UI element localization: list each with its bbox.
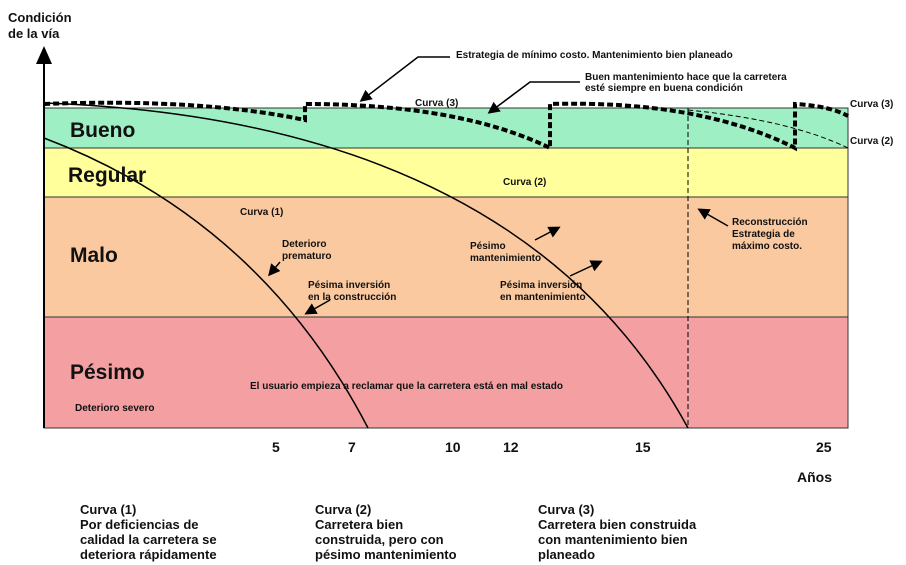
caption: Carretera bien	[315, 517, 403, 532]
curve-3	[43, 100, 849, 152]
y-axis-label: de la vía	[8, 26, 60, 41]
caption: planeado	[538, 547, 595, 562]
caption: Curva (2)	[315, 502, 371, 517]
label: Pésima inversión	[308, 280, 390, 291]
label: Deterioro	[282, 239, 326, 250]
band-pesimo	[43, 316, 849, 429]
label: esté siempre en buena condición	[585, 83, 743, 94]
label: prematuro	[282, 251, 331, 262]
caption: Curva (1)	[80, 502, 136, 517]
label: en la construcción	[308, 292, 396, 303]
label: Curva (2)	[503, 177, 546, 188]
label: El usuario empieza a reclamar que la car…	[250, 381, 563, 392]
year-label: 7	[348, 439, 356, 455]
curve-2-continuation	[687, 109, 849, 149]
caption: construida, pero con	[315, 532, 444, 547]
band-label: Pésimo	[70, 361, 145, 384]
band-label: Regular	[68, 164, 146, 187]
label: Pésimo	[470, 241, 506, 252]
caption: deteriora rápidamente	[80, 547, 217, 562]
year-label: 12	[503, 439, 519, 455]
caption: Por deficiencias de	[80, 517, 199, 532]
curve-1	[43, 137, 369, 429]
caption: pésimo mantenimiento	[315, 547, 457, 562]
label: Buen mantenimiento hace que la carretera	[585, 72, 787, 83]
label: Curva (2)	[850, 136, 893, 147]
arrows	[268, 56, 729, 315]
label: en mantenimiento	[500, 292, 586, 303]
x-axis-label: Años	[797, 469, 832, 485]
y-arrow	[36, 46, 52, 64]
label: Estrategia de mínimo costo. Mantenimient…	[456, 50, 733, 61]
year-label: 15	[635, 439, 651, 455]
label: máximo costo.	[732, 241, 802, 252]
caption: Curva (3)	[538, 502, 594, 517]
year-label: 25	[816, 439, 832, 455]
label: Curva (1)	[240, 207, 283, 218]
band-label: Malo	[70, 244, 118, 267]
band-regular	[43, 147, 849, 198]
label: Reconstrucción	[732, 217, 808, 228]
band-malo	[43, 196, 849, 318]
label: Curva (3)	[415, 98, 458, 109]
year-label: 5	[272, 439, 280, 455]
label: Deterioro severo	[75, 403, 154, 414]
label: Curva (3)	[850, 99, 893, 110]
year-label: 10	[445, 439, 461, 455]
curve-2	[43, 102, 689, 429]
caption: calidad la carretera se	[80, 532, 217, 547]
label: Estrategia de	[732, 229, 795, 240]
band-label: Bueno	[70, 119, 135, 142]
label: mantenimiento	[470, 253, 541, 264]
caption: Carretera bien construida	[538, 517, 697, 532]
y-axis-label: Condición	[8, 10, 72, 25]
label: Pésima inversión	[500, 280, 582, 291]
caption: con mantenimiento bien	[538, 532, 688, 547]
